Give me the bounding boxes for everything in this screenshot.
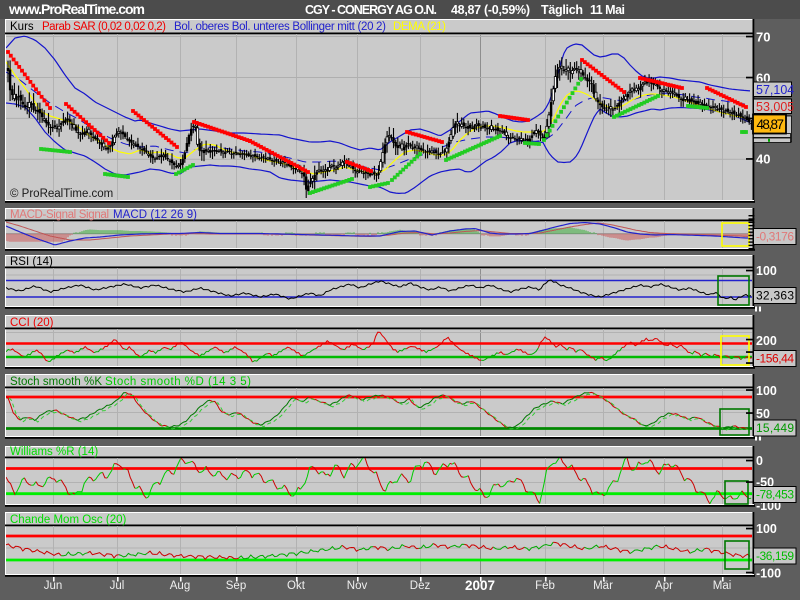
svg-text:Aug: Aug — [170, 580, 190, 592]
svg-text:Stoch smooth %K: Stoch smooth %K — [10, 376, 102, 388]
svg-text:Bol. oberes Bol. unteres Bolli: Bol. oberes Bol. unteres Bollinger mitt … — [174, 21, 386, 33]
svg-text:RSI (14): RSI (14) — [10, 256, 53, 268]
svg-text:Mär: Mär — [593, 580, 613, 592]
svg-text:40: 40 — [756, 152, 770, 167]
svg-text:2007: 2007 — [465, 578, 495, 593]
svg-text:Apr: Apr — [655, 580, 673, 592]
svg-text:48,87 (-0,59%): 48,87 (-0,59%) — [451, 3, 530, 17]
svg-text:57,104: 57,104 — [756, 83, 794, 97]
svg-text:53,005: 53,005 — [756, 100, 794, 114]
svg-text:Chande Mom Osc (20): Chande Mom Osc (20) — [10, 514, 126, 526]
svg-text:-78,453: -78,453 — [756, 488, 794, 502]
svg-text:100: 100 — [756, 522, 777, 536]
svg-text:48,87: 48,87 — [757, 117, 785, 132]
svg-text:MACD-Signal Signal: MACD-Signal Signal — [10, 209, 109, 221]
svg-text:11 Mai: 11 Mai — [590, 3, 625, 17]
svg-text:Dez: Dez — [410, 580, 431, 592]
svg-text:-36,159: -36,159 — [756, 549, 794, 563]
svg-text:Jul: Jul — [110, 580, 125, 592]
svg-text:Jun: Jun — [44, 580, 63, 592]
svg-text:Sep: Sep — [226, 580, 246, 592]
svg-text:15,449: 15,449 — [756, 421, 794, 435]
svg-text:70: 70 — [756, 29, 770, 44]
svg-text:MACD (12 26 9): MACD (12 26 9) — [113, 209, 197, 221]
svg-text:Parab SAR (0,02 0,02 0,2): Parab SAR (0,02 0,02 0,2) — [42, 21, 166, 33]
svg-text:32,363: 32,363 — [756, 289, 794, 303]
svg-text:200: 200 — [756, 334, 777, 348]
svg-text:Williams %R (14): Williams %R (14) — [10, 446, 98, 458]
svg-text:100: 100 — [756, 384, 777, 398]
svg-text:Täglich: Täglich — [541, 3, 583, 17]
svg-text:CGY - CONERGY AG O.N.: CGY - CONERGY AG O.N. — [305, 3, 437, 17]
svg-text:Nov: Nov — [347, 580, 368, 592]
svg-text:-100: -100 — [756, 567, 781, 581]
svg-text:Okt: Okt — [287, 580, 306, 592]
svg-text:-0,3176: -0,3176 — [756, 230, 794, 244]
svg-text:www.ProRealTime.com: www.ProRealTime.com — [8, 1, 145, 17]
svg-text:Kurs: Kurs — [10, 21, 34, 33]
svg-text:100: 100 — [756, 264, 777, 278]
svg-text:-156,44: -156,44 — [756, 352, 794, 366]
svg-text:Mai: Mai — [713, 580, 732, 592]
svg-text:0: 0 — [756, 454, 763, 468]
svg-text:Stoch smooth %D (14 3 5): Stoch smooth %D (14 3 5) — [105, 376, 251, 388]
svg-text:CCI (20): CCI (20) — [10, 317, 54, 329]
svg-text:Feb: Feb — [535, 580, 555, 592]
svg-text:DEMA (21): DEMA (21) — [393, 21, 446, 33]
svg-text:50: 50 — [756, 407, 770, 421]
svg-text:© ProRealTime.com: © ProRealTime.com — [10, 188, 113, 200]
